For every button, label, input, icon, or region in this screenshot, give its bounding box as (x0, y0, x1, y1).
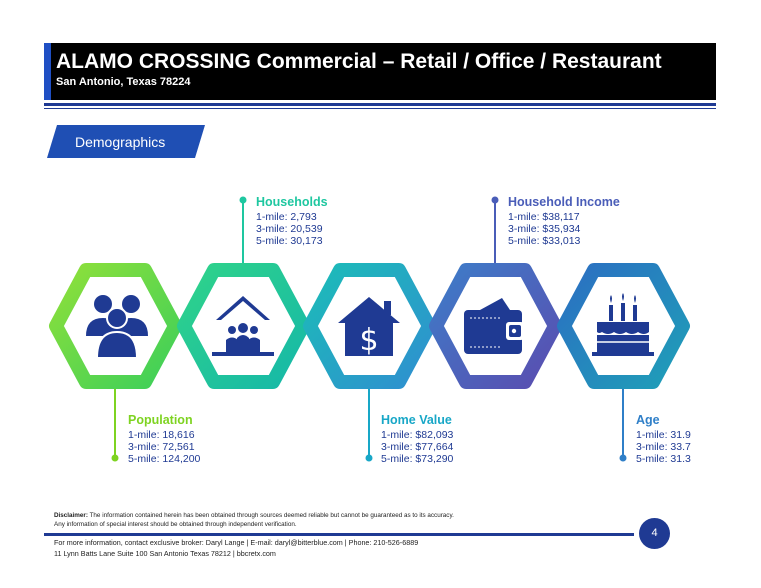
population-title: Population (128, 413, 193, 427)
disclaimer-text: The information contained herein has bee… (87, 512, 454, 519)
home-value-1mile: 1-mile: $82,093 (381, 429, 454, 441)
connector-lines (111, 196, 627, 462)
svg-text:$: $ (359, 323, 378, 358)
households-1mile: 1-mile: 2,793 (256, 211, 317, 223)
disclaimer-label: Disclaimer: (54, 512, 88, 519)
hex-household-income (429, 263, 562, 389)
people-icon (86, 295, 148, 359)
page-subtitle: San Antonio, Texas 78224 (56, 76, 191, 88)
home-value-3mile: 3-mile: $77,664 (381, 441, 454, 453)
header-rule (44, 103, 716, 106)
footer-rule (44, 533, 634, 536)
section-tab-demographics: Demographics (47, 125, 205, 158)
households-5mile: 5-mile: 30,173 (256, 235, 323, 247)
household-income-title: Household Income (508, 195, 620, 209)
hex-age (557, 263, 690, 389)
footer-contact: For more information, contact exclusive … (54, 538, 419, 547)
age-1mile: 1-mile: 31.9 (636, 429, 691, 441)
population-5mile: 5-mile: 124,200 (128, 453, 201, 465)
hex-population (49, 263, 182, 389)
home-value-title: Home Value (381, 413, 452, 427)
section-label: Demographics (75, 134, 166, 150)
header-accent-bar (44, 43, 51, 100)
population-3mile: 3-mile: 72,561 (128, 441, 195, 453)
household-income-5mile: 5-mile: $33,013 (508, 235, 581, 247)
households-title: Households (256, 195, 328, 209)
home-value-5mile: 5-mile: $73,290 (381, 453, 454, 465)
header-rule-thin (44, 108, 716, 109)
house-dollar-icon: $ (338, 297, 400, 358)
age-5mile: 5-mile: 31.3 (636, 453, 691, 465)
disclaimer-line-2: Any information of special interest shou… (54, 521, 297, 528)
age-3mile: 3-mile: 33.7 (636, 441, 691, 453)
page-title: ALAMO CROSSING Commercial – Retail / Off… (56, 50, 662, 73)
population-1mile: 1-mile: 18,616 (128, 429, 195, 441)
households-3mile: 3-mile: 20,539 (256, 223, 323, 235)
household-income-3mile: 3-mile: $35,934 (508, 223, 581, 235)
birthday-cake-icon (592, 293, 654, 356)
house-family-icon (212, 296, 274, 356)
page-number-badge: 4 (639, 518, 670, 549)
wallet-icon (464, 298, 524, 354)
household-income-1mile: 1-mile: $38,117 (508, 211, 580, 223)
age-title: Age (636, 413, 660, 427)
disclaimer-line-1: Disclaimer: The information contained he… (54, 512, 454, 519)
footer-address: 11 Lynn Batts Lane Suite 100 San Antonio… (54, 549, 276, 558)
header-banner: ALAMO CROSSING Commercial – Retail / Off… (44, 43, 716, 100)
